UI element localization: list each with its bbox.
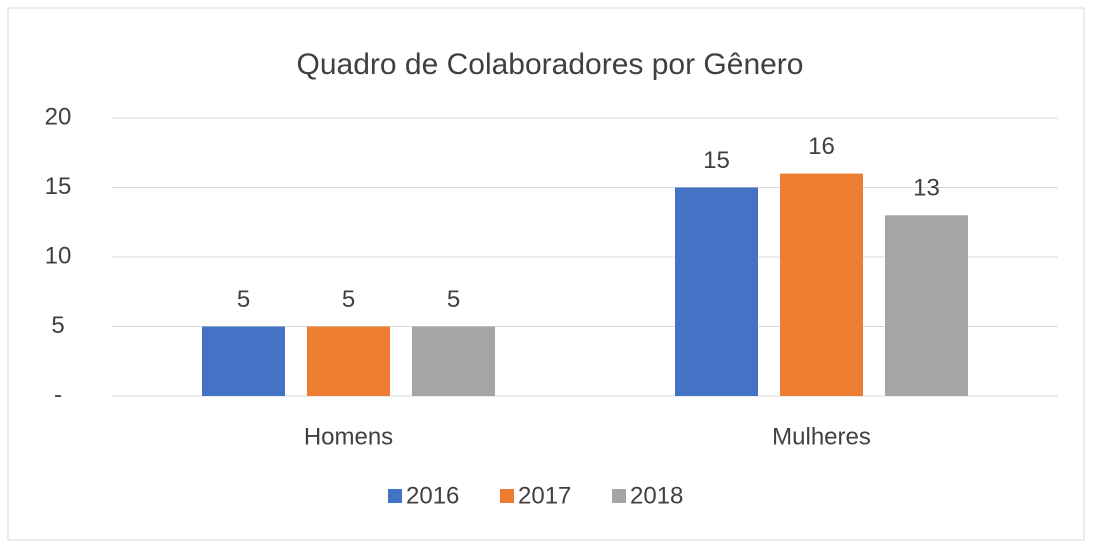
bar [307,326,390,396]
legend-swatch [500,489,514,503]
data-label: 5 [447,286,460,313]
data-label: 5 [237,286,250,313]
bar [675,187,758,396]
legend-swatch [612,489,626,503]
y-tick-label: 15 [45,173,72,200]
bar [780,173,863,396]
chart-title: Quadro de Colaboradores por Gênero [297,48,804,81]
y-tick-label: - [54,381,62,408]
bar [885,215,968,396]
data-label: 5 [342,286,355,313]
legend-label: 2018 [630,482,683,509]
y-tick-label: 5 [51,312,64,339]
data-label: 16 [808,133,835,160]
x-tick-label: Mulheres [772,423,871,450]
legend-label: 2016 [406,482,459,509]
data-label: 13 [913,175,940,202]
y-tick-label: 20 [45,103,72,130]
data-label: 15 [703,147,730,174]
bar [202,326,285,396]
x-tick-label: Homens [304,423,393,450]
legend-label: 2017 [518,482,571,509]
y-tick-label: 10 [45,242,72,269]
legend-swatch [388,489,402,503]
bar [412,326,495,396]
